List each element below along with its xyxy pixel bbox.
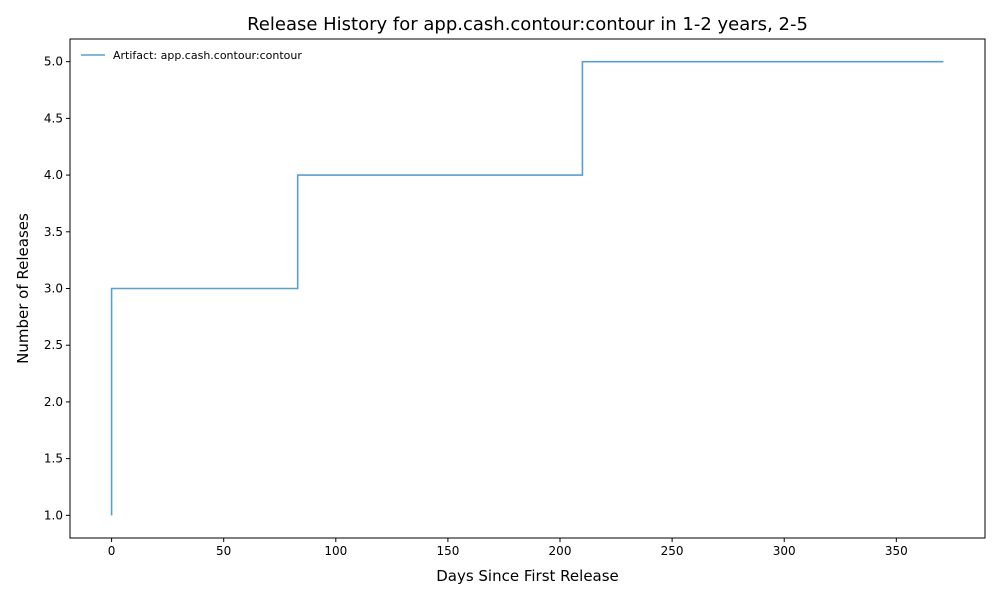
x-tick-label: 50 [216,544,231,558]
chart-title: Release History for app.cash.contour:con… [247,14,808,35]
x-tick-label: 0 [108,544,116,558]
x-tick-label: 100 [324,544,347,558]
x-axis-label: Days Since First Release [436,567,619,585]
y-tick-label: 1.0 [44,508,63,522]
x-tick-label: 200 [549,544,572,558]
series-line [110,60,944,516]
y-axis-ticks: 1.0 1.5 2.0 2.5 3.0 3.5 4.0 4.5 5.0 [44,55,70,522]
y-tick-label: 5.0 [44,55,63,69]
y-tick-label: 3.5 [44,225,63,239]
x-tick-label: 250 [661,544,684,558]
legend-label: Artifact: app.cash.contour:contour [113,49,302,62]
y-tick-label: 1.5 [44,452,63,466]
y-axis-label: Number of Releases [14,213,32,364]
y-tick-label: 4.0 [44,168,63,182]
x-axis-ticks: 0 50 100 150 200 250 300 350 [108,538,908,558]
y-tick-label: 2.5 [44,338,63,352]
y-tick-label: 3.0 [44,282,63,296]
plot-area [69,38,986,539]
y-tick-label: 2.0 [44,395,63,409]
y-tick-label: 4.5 [44,111,63,125]
x-tick-label: 350 [885,544,908,558]
x-tick-label: 300 [773,544,796,558]
legend: Artifact: app.cash.contour:contour [81,49,302,62]
x-tick-label: 150 [436,544,459,558]
